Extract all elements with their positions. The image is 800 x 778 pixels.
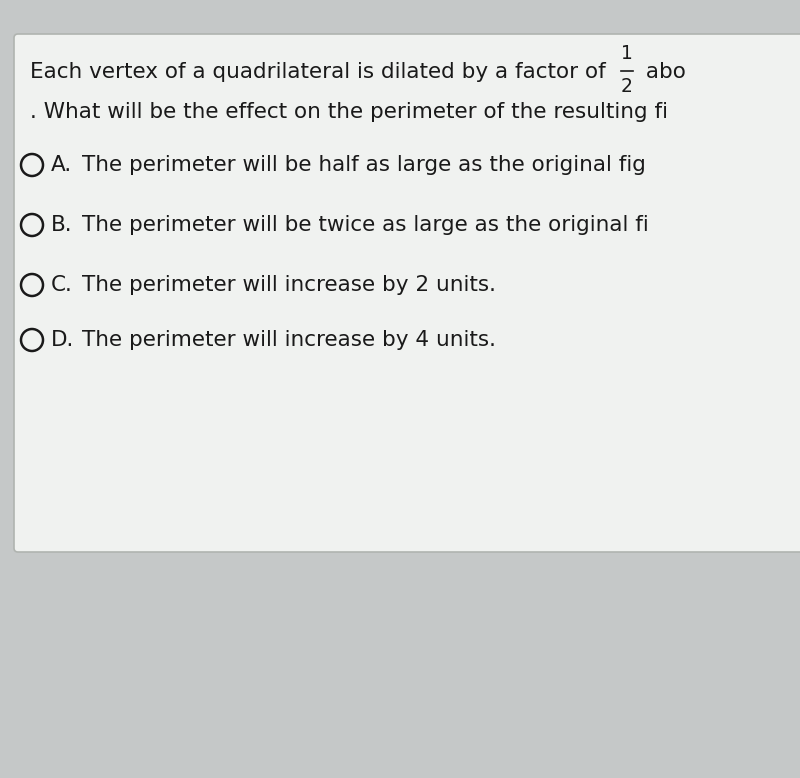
Text: abo: abo xyxy=(638,62,686,82)
Text: The perimeter will increase by 4 units.: The perimeter will increase by 4 units. xyxy=(82,330,496,350)
Text: The perimeter will increase by 2 units.: The perimeter will increase by 2 units. xyxy=(82,275,496,295)
Text: 2: 2 xyxy=(621,77,633,96)
Text: D.: D. xyxy=(51,330,74,350)
Text: 1: 1 xyxy=(621,44,633,63)
Text: C.: C. xyxy=(51,275,73,295)
Text: The perimeter will be twice as large as the original fi: The perimeter will be twice as large as … xyxy=(82,215,649,235)
Text: The perimeter will be half as large as the original fig: The perimeter will be half as large as t… xyxy=(82,155,646,175)
Text: A.: A. xyxy=(51,155,72,175)
FancyBboxPatch shape xyxy=(14,34,800,552)
Text: B.: B. xyxy=(51,215,73,235)
Text: . What will be the effect on the perimeter of the resulting fi: . What will be the effect on the perimet… xyxy=(30,102,668,122)
Text: Each vertex of a quadrilateral is dilated by a factor of: Each vertex of a quadrilateral is dilate… xyxy=(30,62,613,82)
